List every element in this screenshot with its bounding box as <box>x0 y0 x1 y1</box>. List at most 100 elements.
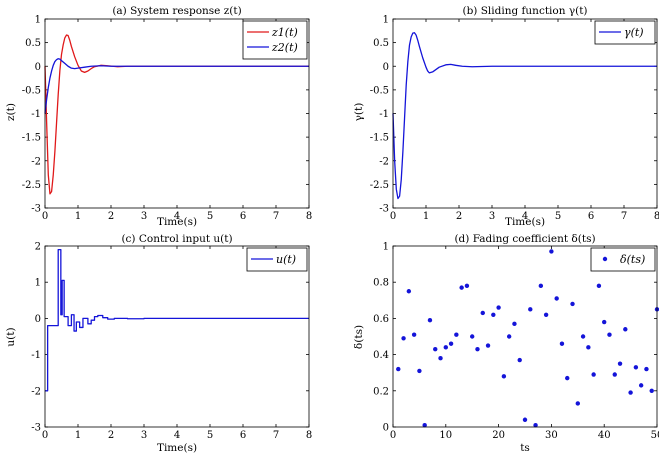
y-tick-label: 0 <box>383 423 389 434</box>
y-tick-label: -2.5 <box>22 180 41 191</box>
x-tick-label: 0 <box>42 211 48 222</box>
axes-frame <box>392 245 658 428</box>
x-tick-label: 1 <box>423 211 429 222</box>
y-tick-label: 1 <box>383 15 389 26</box>
plot-area <box>393 246 657 427</box>
scatter-point <box>506 334 512 339</box>
scatter-point <box>480 310 485 316</box>
scatter-point <box>607 332 612 337</box>
scatter-point <box>470 334 475 339</box>
legend-label: δ(ts) <box>620 253 645 266</box>
y-tick-label: 1 <box>383 242 389 253</box>
scatter-point <box>617 361 623 366</box>
scatter-point <box>549 249 554 254</box>
scatter-point <box>496 305 501 310</box>
y-tick-label: 0.4 <box>373 350 389 361</box>
scatter-point <box>417 368 422 374</box>
x-axis-label: Time(s) <box>157 216 197 228</box>
y-tick-label: -1.5 <box>370 133 389 144</box>
scatter-point <box>623 327 628 332</box>
scatter-point <box>586 345 591 350</box>
scatter-point <box>448 341 454 346</box>
x-tick-label: 20 <box>492 430 505 441</box>
y-tick-label: -3 <box>31 423 41 434</box>
x-tick-label: 2 <box>456 211 462 222</box>
y-axis-label: δ(ts) <box>353 325 365 349</box>
x-tick-label: 0 <box>390 211 396 222</box>
scatter-point <box>554 296 559 301</box>
legend-box <box>590 247 656 272</box>
scatter-point <box>427 318 433 323</box>
scatter-point <box>433 346 438 352</box>
series-line-2 <box>44 58 309 114</box>
y-tick-label: 0 <box>35 62 41 73</box>
scatter-point <box>628 390 633 395</box>
y-tick-label: 1 <box>35 15 41 26</box>
legend-marker <box>602 256 608 262</box>
scatter-point <box>454 332 459 337</box>
scatter-point <box>533 422 538 428</box>
scatter-point <box>649 388 654 393</box>
y-tick-label: -2 <box>379 156 389 167</box>
x-tick-label: 1 <box>75 430 81 441</box>
chart-title: (d) Fading coefficient δ(ts) <box>454 233 595 245</box>
scatter-point <box>538 283 544 289</box>
panel-control-input: (c) Control input u(t) u(t) Time(s) 0 1 2 3… <box>5 233 312 454</box>
legend: z1(t) z2(t) <box>242 20 308 60</box>
x-tick-label: 5 <box>207 430 213 441</box>
scatter-point <box>596 283 602 289</box>
y-tick-label: 0 <box>383 62 389 73</box>
y-tick-label: -0.5 <box>370 85 389 96</box>
scatter-point <box>438 356 443 361</box>
scatter-point <box>633 365 639 370</box>
x-axis-label: Time(s) <box>157 442 197 454</box>
y-tick-label: 0.6 <box>373 314 389 325</box>
y-tick-label: 0.5 <box>25 38 41 49</box>
y-tick-label: -3 <box>379 204 389 215</box>
scatter-point <box>602 319 607 325</box>
scatter-point <box>570 301 575 307</box>
x-tick-label: 3 <box>141 430 147 441</box>
legend-box <box>594 20 656 45</box>
y-tick-label: -2 <box>31 386 41 397</box>
x-tick-label: 40 <box>598 430 611 441</box>
scatter-point <box>512 321 517 327</box>
legend-label: z2(t) <box>271 41 298 54</box>
axes-frame <box>44 245 310 428</box>
y-axis-label: z(t) <box>5 103 17 121</box>
scatter-point <box>464 283 470 289</box>
scatter-point <box>422 422 427 428</box>
legend-label: γ(t) <box>624 26 644 39</box>
plot-area <box>45 246 309 427</box>
y-tick-label: -2.5 <box>370 180 389 191</box>
legend-box <box>242 20 308 60</box>
x-tick-label: 4 <box>522 211 528 222</box>
scatter-point <box>485 343 491 348</box>
axes-frame <box>392 18 658 209</box>
scatter-point <box>406 289 412 294</box>
axes-frame <box>44 18 310 209</box>
scatter-point <box>543 312 549 317</box>
x-tick-label: 6 <box>240 211 246 222</box>
x-tick-label: 30 <box>545 430 558 441</box>
series-line-1 <box>392 32 657 200</box>
x-tick-label: 3 <box>489 211 495 222</box>
scatter-point <box>475 346 480 352</box>
legend: γ(t) <box>594 20 656 45</box>
scatter-point <box>491 312 496 317</box>
x-tick-label: 8 <box>306 211 312 222</box>
y-tick-label: 2 <box>35 242 41 253</box>
x-tick-label: 3 <box>141 211 147 222</box>
chart-title: (b) Sliding function γ(t) <box>462 5 587 17</box>
scatter-point <box>443 345 448 350</box>
x-tick-label: 8 <box>654 211 659 222</box>
scatter-point <box>580 334 586 339</box>
x-tick-label: 10 <box>439 430 452 441</box>
legend: δ(ts) <box>590 247 656 272</box>
y-tick-label: 1 <box>35 278 41 289</box>
chart-title: (a) System response z(t) <box>112 5 241 17</box>
y-tick-label: 0.2 <box>373 386 389 397</box>
scatter-point <box>401 336 406 341</box>
x-tick-label: 6 <box>240 430 246 441</box>
